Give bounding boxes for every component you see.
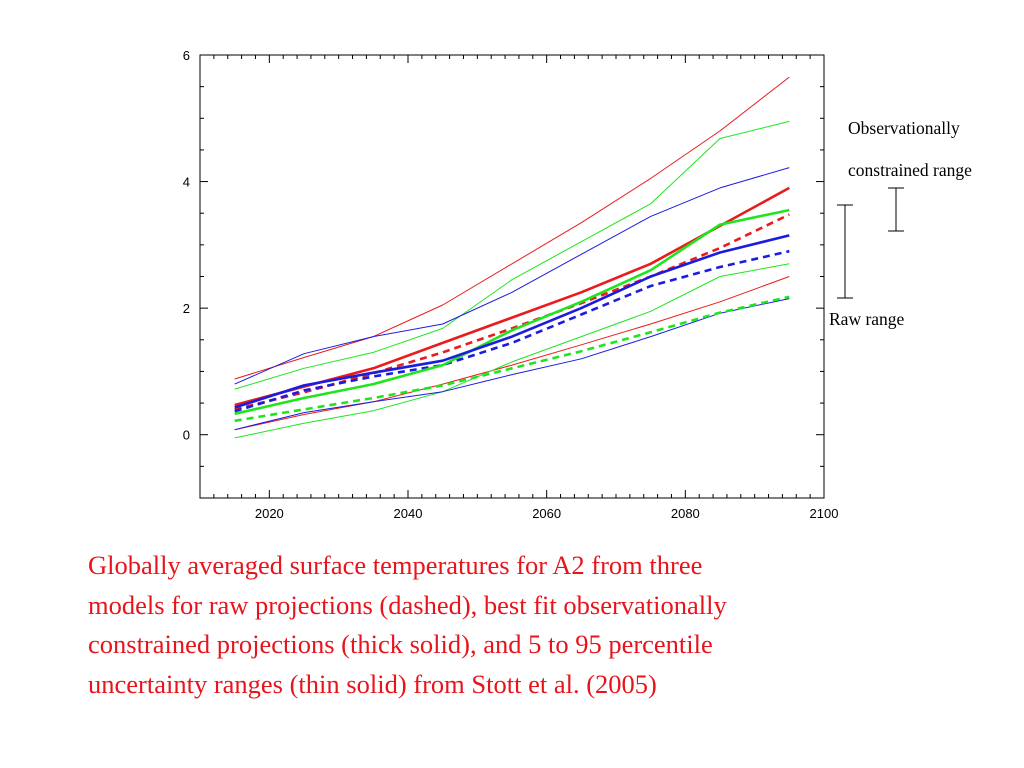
- tick-labels: 2020 2040 2060 2080 2100 0 2 4 6: [183, 48, 839, 521]
- x-tick-label: 2020: [255, 506, 284, 521]
- series-layer: [234, 76, 790, 439]
- plot-border: [199, 54, 825, 499]
- y-tick-label: 6: [183, 48, 190, 63]
- x-tick-label: 2080: [671, 506, 700, 521]
- annotation-observational-line2: constrained range: [848, 160, 972, 180]
- green-dashed-series-line: [234, 295, 790, 423]
- red-thin-series-line: [234, 76, 790, 380]
- annotation-raw-range: Raw range: [829, 309, 905, 329]
- x-tick-label: 2100: [810, 506, 839, 521]
- blue-dashed-series-line: [234, 249, 790, 413]
- x-tick-label: 2040: [394, 506, 423, 521]
- blue-thin-series-line: [234, 167, 790, 385]
- figure-caption: Globally averaged surface temperatures f…: [88, 550, 727, 699]
- green-thick-series-line: [234, 208, 790, 416]
- plot-frame: [199, 54, 825, 499]
- red-dashed-series-line: [234, 213, 790, 411]
- line-chart: 2020 2040 2060 2080 2100 0 2 4 6: [183, 48, 904, 521]
- green-thin-series-line: [234, 120, 790, 390]
- y-tick-label: 4: [183, 175, 190, 190]
- annotation-observational-line1: Observationally: [848, 118, 960, 138]
- blue-thick-series-line: [234, 234, 790, 409]
- range-bars: [837, 187, 904, 299]
- green-thin-series-line: [234, 263, 790, 439]
- red-thick-series-line: [234, 186, 790, 407]
- x-tick-label: 2060: [532, 506, 561, 521]
- red-thin-series-line: [234, 276, 790, 431]
- blue-thin-series-line: [234, 298, 790, 431]
- y-tick-label: 0: [183, 428, 190, 443]
- axis-ticks: [199, 54, 825, 499]
- y-tick-label: 2: [183, 301, 190, 316]
